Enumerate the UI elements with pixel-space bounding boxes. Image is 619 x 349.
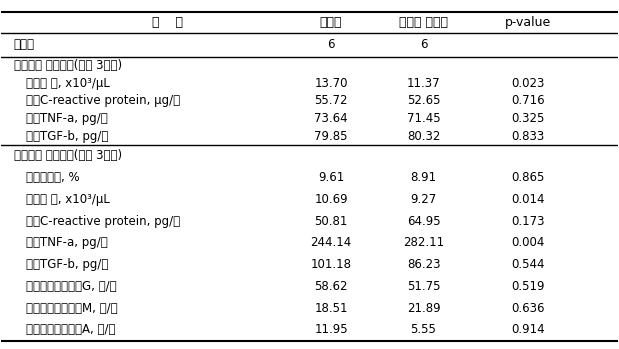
Text: 0.833: 0.833 xyxy=(512,130,545,143)
Text: 0.004: 0.004 xyxy=(511,236,545,250)
Text: 86.23: 86.23 xyxy=(407,258,440,271)
Text: 79.85: 79.85 xyxy=(314,130,348,143)
Text: 8.91: 8.91 xyxy=(410,171,436,184)
Text: p-value: p-value xyxy=(505,16,552,29)
Text: 244.14: 244.14 xyxy=(311,236,352,250)
Text: 혈청TNF-a, pg/㎖: 혈청TNF-a, pg/㎖ xyxy=(26,112,108,125)
Text: 9.61: 9.61 xyxy=(318,171,344,184)
Text: 0.716: 0.716 xyxy=(511,95,545,107)
Text: 혈청TNF-a, pg/㎖: 혈청TNF-a, pg/㎖ xyxy=(26,236,108,250)
Text: 11.95: 11.95 xyxy=(314,323,348,336)
Text: 0.023: 0.023 xyxy=(511,77,545,90)
Text: 0.519: 0.519 xyxy=(511,280,545,293)
Text: 구    분: 구 분 xyxy=(152,16,183,29)
Text: 0.325: 0.325 xyxy=(511,112,545,125)
Text: 효소제 첨가구: 효소제 첨가구 xyxy=(399,16,448,29)
Text: 포유모돈 면역반응(포유 3일차): 포유모돈 면역반응(포유 3일차) xyxy=(14,59,122,72)
Text: 11.37: 11.37 xyxy=(407,77,440,90)
Text: 52.65: 52.65 xyxy=(407,95,440,107)
Text: 6: 6 xyxy=(327,38,335,51)
Text: 71.45: 71.45 xyxy=(407,112,440,125)
Text: 50.81: 50.81 xyxy=(314,215,348,228)
Text: 혈청면역글로불린G, ㎎/㎖: 혈청면역글로불린G, ㎎/㎖ xyxy=(26,280,116,293)
Text: 대조구: 대조구 xyxy=(320,16,342,29)
Text: 64.95: 64.95 xyxy=(407,215,440,228)
Text: 혈청C-reactive protein, μg/㎖: 혈청C-reactive protein, μg/㎖ xyxy=(26,95,180,107)
Text: 80.32: 80.32 xyxy=(407,130,440,143)
Text: 백혈구 수, x10³/μL: 백혈구 수, x10³/μL xyxy=(26,77,110,90)
Text: 혈청TGF-b, pg/㎖: 혈청TGF-b, pg/㎖ xyxy=(26,130,108,143)
Text: 0.914: 0.914 xyxy=(511,323,545,336)
Text: 9.27: 9.27 xyxy=(410,193,436,206)
Text: 10.69: 10.69 xyxy=(314,193,348,206)
Text: 101.18: 101.18 xyxy=(311,258,352,271)
Text: 백혈구 수, x10³/μL: 백혈구 수, x10³/μL xyxy=(26,193,110,206)
Text: 18.51: 18.51 xyxy=(314,302,348,314)
Text: 0.544: 0.544 xyxy=(511,258,545,271)
Text: 0.014: 0.014 xyxy=(511,193,545,206)
Text: 21.89: 21.89 xyxy=(407,302,440,314)
Text: 55.72: 55.72 xyxy=(314,95,348,107)
Text: 58.62: 58.62 xyxy=(314,280,348,293)
Text: 73.64: 73.64 xyxy=(314,112,348,125)
Text: 0.636: 0.636 xyxy=(511,302,545,314)
Text: 반복수: 반복수 xyxy=(14,38,35,51)
Text: 설사발생율, %: 설사발생율, % xyxy=(26,171,80,184)
Text: 포유자돈 면역반응(포유 3일차): 포유자돈 면역반응(포유 3일차) xyxy=(14,149,122,162)
Text: 혈청C-reactive protein, pg/㎖: 혈청C-reactive protein, pg/㎖ xyxy=(26,215,180,228)
Text: 282.11: 282.11 xyxy=(403,236,444,250)
Text: 6: 6 xyxy=(420,38,427,51)
Text: 0.865: 0.865 xyxy=(511,171,545,184)
Text: 혈청면역글로불린M, ㎎/㎖: 혈청면역글로불린M, ㎎/㎖ xyxy=(26,302,118,314)
Text: 51.75: 51.75 xyxy=(407,280,440,293)
Text: 혈청TGF-b, pg/㎖: 혈청TGF-b, pg/㎖ xyxy=(26,258,108,271)
Text: 혈청면역글로불린A, ㎎/㎖: 혈청면역글로불린A, ㎎/㎖ xyxy=(26,323,116,336)
Text: 13.70: 13.70 xyxy=(314,77,348,90)
Text: 0.173: 0.173 xyxy=(511,215,545,228)
Text: 5.55: 5.55 xyxy=(410,323,436,336)
